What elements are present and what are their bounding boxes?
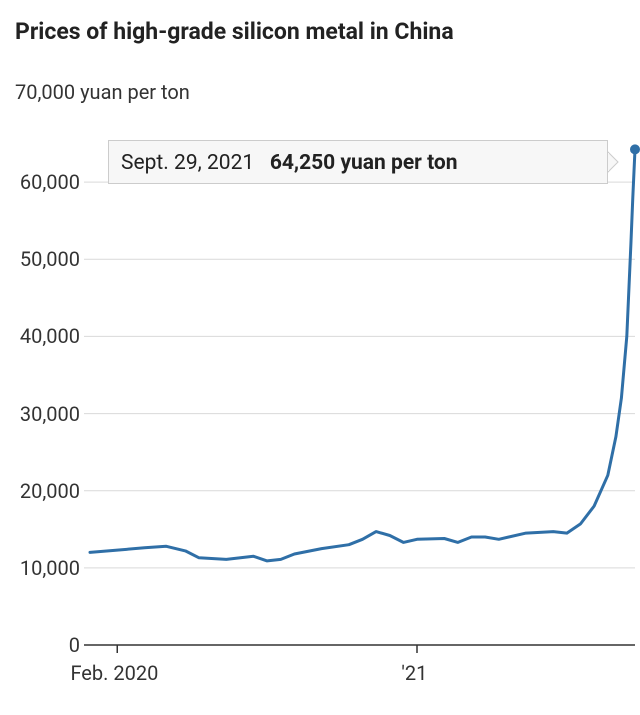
chart-svg: [0, 0, 640, 715]
chart-container: Prices of high-grade silicon metal in Ch…: [0, 0, 640, 715]
tooltip-date: Sept. 29, 2021: [121, 151, 254, 175]
y-tick-label: 10,000: [20, 556, 80, 580]
x-tick-label: Feb. 2020: [70, 661, 158, 685]
y-tick-label: 60,000: [20, 170, 80, 194]
y-tick-label: 0: [69, 633, 80, 657]
y-tick-label: 50,000: [20, 247, 80, 271]
y-tick-label: 30,000: [20, 402, 80, 426]
callout-tooltip: Sept. 29, 2021 64,250 yuan per ton: [108, 140, 608, 184]
end-marker: [630, 144, 640, 154]
tooltip-value: 64,250 yuan per ton: [270, 151, 458, 175]
y-tick-label: 40,000: [20, 324, 80, 348]
price-line: [90, 149, 635, 561]
x-tick-label: '21: [401, 661, 427, 685]
y-tick-label: 20,000: [20, 479, 80, 503]
